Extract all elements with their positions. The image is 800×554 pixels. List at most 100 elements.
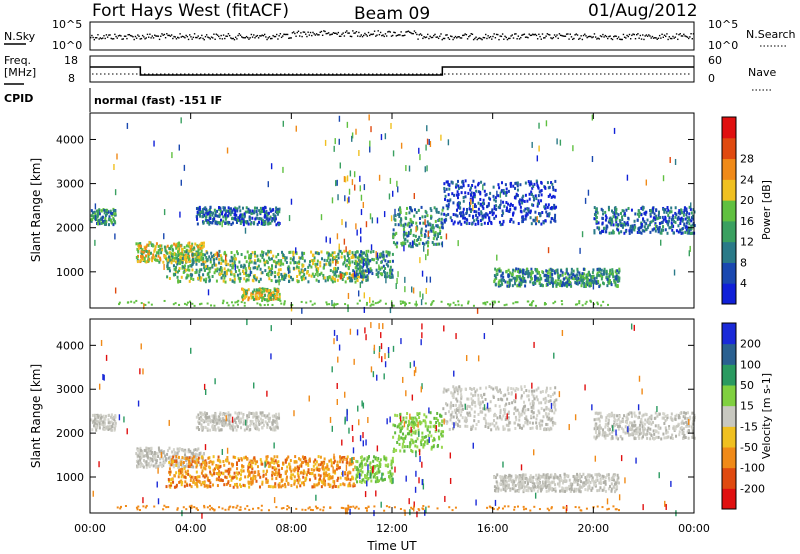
echo-point <box>385 254 388 258</box>
echo-point <box>418 242 421 246</box>
echo-point <box>420 231 423 235</box>
scatter-point <box>363 292 366 299</box>
echo-point <box>206 264 209 268</box>
echo-point <box>387 260 390 264</box>
near-range-point <box>150 303 153 306</box>
echo-point <box>671 228 674 232</box>
echo-point <box>643 225 646 229</box>
echo-point <box>516 194 519 198</box>
noise-point <box>488 37 491 39</box>
echo-point <box>257 428 260 432</box>
noise-point <box>423 35 425 38</box>
echo-point <box>308 273 311 277</box>
echo-point <box>203 253 206 257</box>
echo-point <box>464 191 467 195</box>
echo-point <box>233 277 236 281</box>
echo-point <box>204 215 207 219</box>
echo-point <box>215 464 218 468</box>
echo-point <box>252 422 255 426</box>
noise-point <box>249 37 251 39</box>
echo-point <box>200 258 203 262</box>
echo-point <box>223 252 226 256</box>
echo-point <box>688 229 691 233</box>
noise-point <box>201 34 203 37</box>
echo-point <box>207 419 210 423</box>
echo-point <box>304 267 307 271</box>
echo-point <box>284 274 287 278</box>
echo-point <box>438 232 441 236</box>
noise-point <box>225 35 227 37</box>
noise-point <box>679 33 681 35</box>
echo-point <box>524 279 527 283</box>
echo-point <box>291 258 294 262</box>
echo-point <box>199 411 202 415</box>
echo-point <box>196 250 199 254</box>
echo-point <box>680 231 683 235</box>
noise-point <box>236 38 238 40</box>
echo-point <box>248 411 251 415</box>
echo-point <box>476 216 479 220</box>
echo-point <box>590 275 593 279</box>
scatter-point <box>402 232 405 239</box>
echo-point <box>439 229 442 233</box>
echo-point <box>169 485 172 489</box>
echo-point <box>551 284 554 288</box>
echo-point <box>303 251 306 255</box>
echo-point <box>278 262 281 266</box>
scatter-point <box>347 292 350 299</box>
echo-point <box>251 290 254 294</box>
echo-point <box>443 186 446 190</box>
echo-point <box>247 207 250 211</box>
echo-point <box>276 461 279 465</box>
near-range-point <box>448 304 451 307</box>
echo-point <box>277 460 280 464</box>
echo-point <box>575 282 578 286</box>
echo-point <box>427 236 430 240</box>
echo-point <box>519 270 522 274</box>
echo-point <box>358 262 361 266</box>
echo-point <box>181 247 184 251</box>
echo-point <box>220 218 223 222</box>
noise-point <box>108 34 110 36</box>
echo-point <box>333 273 336 277</box>
echo-point <box>284 275 287 279</box>
echo-point <box>636 218 639 222</box>
echo-point <box>184 255 187 259</box>
scatter-point <box>288 215 291 222</box>
scatter-point <box>349 170 352 177</box>
echo-point <box>200 268 203 272</box>
echo-point <box>195 426 198 430</box>
echo-point <box>259 206 262 210</box>
echo-point <box>270 250 273 254</box>
colorbar-tick-label: 28 <box>740 153 754 166</box>
echo-point <box>548 185 551 189</box>
echo-point <box>364 275 367 279</box>
echo-point <box>667 219 670 223</box>
echo-point <box>281 277 284 281</box>
echo-point <box>233 280 236 284</box>
echo-point <box>437 235 440 239</box>
echo-point <box>451 181 454 185</box>
scatter-point <box>415 226 417 233</box>
echo-point <box>266 414 269 418</box>
noise-point <box>221 38 224 40</box>
echo-point <box>445 180 448 184</box>
scatter-point <box>354 184 356 191</box>
near-range-point <box>130 300 133 303</box>
scatter-point <box>403 245 405 252</box>
echo-point <box>241 217 244 221</box>
near-range-point <box>243 304 246 307</box>
echo-point <box>182 270 185 274</box>
echo-point <box>584 284 587 288</box>
echo-point <box>196 276 199 280</box>
echo-point <box>319 455 322 459</box>
echo-point <box>410 223 413 227</box>
echo-point <box>263 287 266 291</box>
noise-point <box>127 34 129 36</box>
noise-point <box>393 31 395 34</box>
echo-point <box>492 194 495 198</box>
echo-point <box>690 227 693 231</box>
echo-point <box>684 208 687 212</box>
echo-point <box>535 197 538 201</box>
echo-point <box>527 180 530 184</box>
